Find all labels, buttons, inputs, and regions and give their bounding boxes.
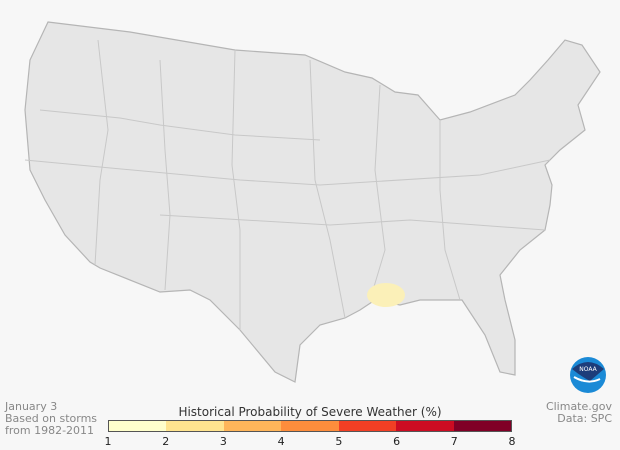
probability-area <box>367 283 405 307</box>
legend-title: Historical Probability of Severe Weather… <box>178 405 442 419</box>
caption: January 3 Based on storms from 1982-2011 <box>5 401 97 437</box>
legend-tick: 6 <box>393 435 401 448</box>
date-label: January 3 <box>5 400 58 413</box>
legend-swatch <box>453 421 511 431</box>
caption-line: Based on storms <box>5 412 98 425</box>
legend-tick: 3 <box>219 435 227 448</box>
legend-swatch <box>396 421 454 431</box>
caption-line: from 1982-2011 <box>5 424 95 437</box>
legend-tick: 8 <box>508 435 516 448</box>
state-borders <box>24 39 551 330</box>
legend-tick: 7 <box>450 435 458 448</box>
site-credit: Climate.gov <box>545 400 612 413</box>
credit: Climate.gov Data: SPC <box>546 401 612 425</box>
legend-tick: 4 <box>277 435 285 448</box>
legend-swatch <box>223 421 282 431</box>
legend-tick: 5 <box>335 435 343 448</box>
legend-swatch <box>166 421 224 431</box>
us-outline <box>24 21 601 383</box>
legend-tick: 2 <box>162 435 170 448</box>
logo-text: NOAA <box>579 366 597 373</box>
us-map <box>24 21 601 383</box>
legend-tick: 1 <box>104 435 112 448</box>
legend-swatch <box>281 421 339 431</box>
legend-swatch <box>338 421 397 431</box>
noaa-logo: NOAA <box>570 357 606 393</box>
legend-swatch <box>109 421 167 431</box>
legend-colorbar <box>108 420 512 432</box>
data-source: Data: SPC <box>557 412 612 425</box>
